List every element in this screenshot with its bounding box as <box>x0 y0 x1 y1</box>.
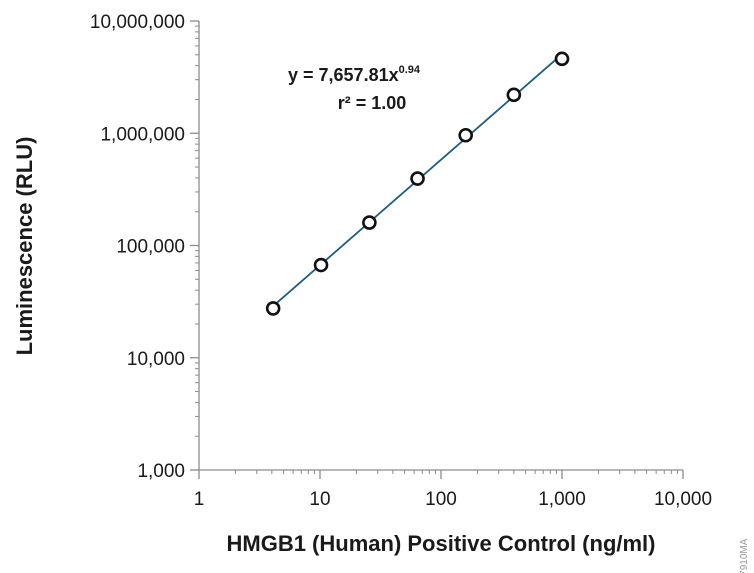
data-point <box>313 257 329 273</box>
data-point <box>410 171 425 186</box>
x-tick-label: 1 <box>194 489 205 510</box>
fit-equation-main: y = 7,657.81x <box>288 65 399 85</box>
points-layer <box>265 51 570 316</box>
fit-equation: y = 7,657.81x0.94 <box>288 64 421 85</box>
data-point <box>458 127 473 143</box>
y-tick-label: 100,000 <box>116 237 185 258</box>
x-tick-label: 1,000 <box>538 489 586 510</box>
data-point <box>506 87 522 103</box>
y-tick-label: 10,000 <box>127 349 185 370</box>
y-tick-label: 1,000 <box>137 461 185 482</box>
y-axis-title: Luminescence (RLU) <box>12 137 37 356</box>
data-point <box>554 51 570 67</box>
x-tick-label: 100 <box>425 489 457 510</box>
y-tick-label: 1,000,000 <box>100 124 185 145</box>
fit-r-squared: r² = 1.00 <box>338 93 407 113</box>
y-tick-label: 10,000,000 <box>90 12 185 33</box>
x-axis: 1 10 100 1,000 10,000 <box>194 469 712 510</box>
figure-code: 17910MA <box>739 538 750 573</box>
x-axis-title: HMGB1 (Human) Positive Control (ng/ml) <box>227 531 656 556</box>
x-tick-label: 10 <box>309 489 330 510</box>
fit-equation-exponent: 0.94 <box>399 64 421 76</box>
y-axis: 1,000 10,000 100,000 1,000,000 10,000,000 <box>90 12 200 482</box>
data-point <box>265 301 281 316</box>
data-point <box>362 215 377 230</box>
x-tick-label: 10,000 <box>654 489 712 510</box>
